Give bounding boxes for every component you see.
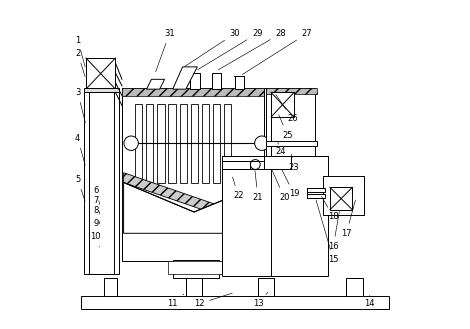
Text: 17: 17 bbox=[341, 200, 355, 238]
Bar bbox=[213, 104, 220, 183]
Polygon shape bbox=[124, 183, 266, 233]
Text: 24: 24 bbox=[275, 141, 286, 156]
Text: 30: 30 bbox=[185, 29, 240, 66]
Polygon shape bbox=[147, 79, 164, 89]
Text: 8: 8 bbox=[93, 206, 100, 224]
Text: 5: 5 bbox=[75, 175, 85, 201]
Bar bbox=[266, 88, 271, 261]
Bar bbox=[307, 188, 325, 192]
Bar bbox=[186, 278, 202, 295]
Text: 18: 18 bbox=[321, 196, 338, 221]
Text: 14: 14 bbox=[364, 295, 375, 308]
Bar bbox=[235, 76, 243, 89]
Bar bbox=[81, 295, 389, 309]
Text: 31: 31 bbox=[156, 29, 175, 72]
Text: 25: 25 bbox=[279, 114, 293, 139]
Bar bbox=[271, 88, 315, 158]
Text: 26: 26 bbox=[276, 95, 298, 123]
Bar bbox=[323, 176, 364, 215]
Circle shape bbox=[255, 136, 269, 150]
Text: 23: 23 bbox=[289, 154, 299, 172]
Bar bbox=[122, 88, 268, 96]
Polygon shape bbox=[124, 173, 266, 232]
Bar bbox=[84, 89, 119, 92]
Text: 15: 15 bbox=[316, 200, 338, 264]
Text: 21: 21 bbox=[253, 170, 263, 202]
Text: 3: 3 bbox=[75, 88, 85, 122]
Bar bbox=[122, 88, 268, 261]
Text: 11: 11 bbox=[167, 294, 184, 308]
Bar bbox=[191, 104, 198, 183]
Bar bbox=[168, 104, 176, 183]
Bar bbox=[307, 194, 325, 198]
Text: 4: 4 bbox=[75, 134, 85, 165]
Text: 9: 9 bbox=[93, 219, 100, 234]
Bar bbox=[265, 156, 290, 169]
Bar bbox=[266, 88, 317, 94]
Text: 13: 13 bbox=[252, 292, 268, 308]
Text: 28: 28 bbox=[219, 29, 286, 70]
Bar bbox=[224, 104, 231, 183]
Text: 27: 27 bbox=[242, 29, 313, 75]
Text: 19: 19 bbox=[282, 170, 299, 198]
Bar bbox=[180, 104, 187, 183]
Bar bbox=[146, 104, 153, 183]
Bar bbox=[202, 104, 209, 183]
Bar bbox=[212, 73, 221, 89]
Text: 16: 16 bbox=[328, 212, 339, 251]
Bar bbox=[258, 278, 274, 295]
Bar bbox=[266, 141, 317, 146]
Bar bbox=[135, 104, 142, 183]
Bar bbox=[250, 161, 265, 169]
Circle shape bbox=[124, 136, 138, 150]
Bar bbox=[168, 261, 224, 274]
Bar bbox=[190, 73, 200, 89]
Bar bbox=[157, 104, 164, 183]
Text: 29: 29 bbox=[198, 29, 263, 70]
Circle shape bbox=[251, 160, 260, 169]
Text: 20: 20 bbox=[272, 170, 290, 202]
Text: 12: 12 bbox=[194, 293, 232, 308]
Bar bbox=[271, 92, 294, 117]
Bar bbox=[222, 156, 329, 276]
Bar bbox=[265, 88, 269, 261]
Text: 22: 22 bbox=[233, 177, 243, 200]
Bar bbox=[330, 188, 352, 210]
Text: 7: 7 bbox=[93, 196, 100, 214]
Polygon shape bbox=[173, 67, 197, 89]
Text: 1: 1 bbox=[75, 36, 85, 67]
Text: 10: 10 bbox=[91, 232, 101, 247]
Bar bbox=[104, 278, 117, 295]
Bar bbox=[346, 278, 363, 295]
Bar bbox=[86, 58, 116, 89]
Bar bbox=[173, 260, 219, 278]
Bar bbox=[84, 92, 119, 274]
Text: 6: 6 bbox=[93, 186, 100, 204]
Text: 2: 2 bbox=[75, 49, 85, 77]
